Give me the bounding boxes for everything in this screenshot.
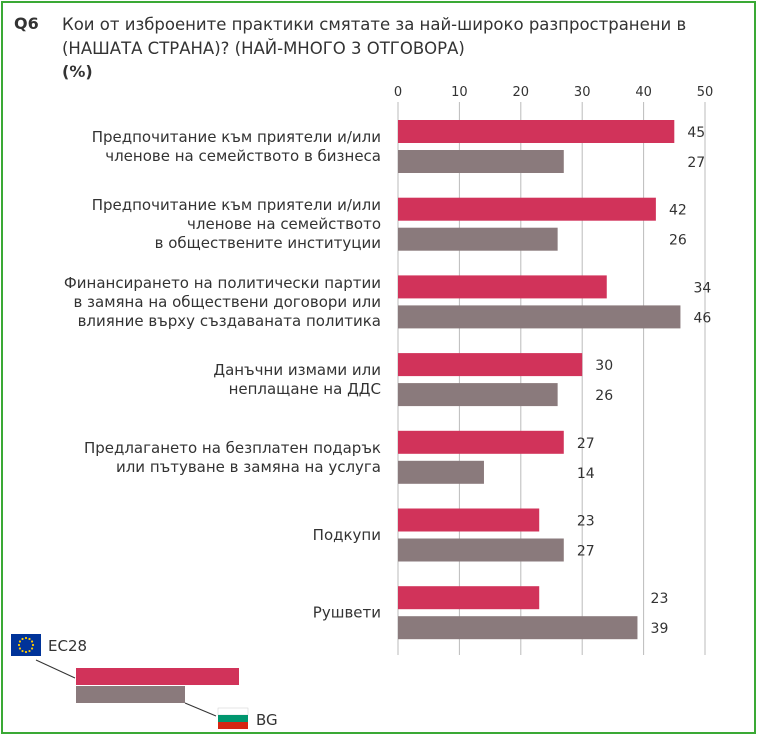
x-tick-label-10: 10	[451, 85, 468, 100]
bar-bg-4	[398, 460, 484, 484]
category-label-5-0: Подкупи	[313, 526, 381, 544]
bar-bg-1	[398, 227, 558, 251]
question-text: Кои от изброените практики смятате за на…	[62, 15, 687, 58]
category-label-6-0: Рушвети	[313, 604, 381, 622]
value-label-eu28-0: 45	[687, 125, 705, 141]
category-label-3-1: неплащане на ДДС	[229, 380, 381, 398]
value-label-eu28-4: 27	[577, 436, 595, 452]
bar-eu28-2	[398, 275, 607, 299]
category-label-1-1: членове на семейството	[187, 215, 381, 233]
x-tick-label-0: 0	[394, 85, 402, 100]
category-label-4-0: Предлагането на безплатен подарък	[84, 439, 381, 457]
value-label-bg-2: 46	[694, 310, 712, 326]
legend-connector-eu28	[35, 659, 76, 679]
category-label-2-2: влияние върху създаваната политика	[78, 312, 381, 330]
legend-swatch-eu28	[76, 668, 239, 685]
category-label-0-0: Предпочитание към приятели и/или	[92, 128, 381, 146]
eu-flag-star	[30, 647, 34, 650]
x-tick-label-50: 50	[697, 85, 714, 100]
value-label-eu28-5: 23	[577, 514, 595, 530]
eu-flag-star	[24, 636, 28, 640]
bar-bg-0	[398, 150, 564, 173]
eu-flag-star	[24, 650, 28, 654]
value-label-bg-3: 26	[595, 388, 613, 404]
value-label-eu28-1: 42	[669, 203, 687, 219]
bg-flag-green	[218, 715, 248, 722]
legend-swatch-bg	[76, 686, 185, 703]
eu-flag-star	[18, 647, 22, 650]
category-label-2-0: Финансирането на политически партии	[64, 274, 381, 292]
x-tick-label-20: 20	[513, 85, 530, 100]
bar-eu28-6	[398, 586, 540, 610]
bar-eu28-3	[398, 353, 583, 377]
value-label-bg-5: 27	[577, 544, 595, 560]
eu-flag-star	[31, 643, 35, 647]
bar-bg-2	[398, 305, 681, 329]
value-label-bg-0: 27	[687, 155, 705, 171]
value-label-bg-1: 26	[669, 233, 687, 249]
category-label-4-1: или пътуване в замяна на услуга	[116, 458, 381, 476]
legend-connector-bg	[184, 702, 217, 717]
question-number: Q6	[14, 14, 39, 33]
bar-bg-3	[398, 383, 558, 407]
eu-flag-star	[30, 640, 34, 643]
bar-bg-6	[398, 616, 638, 640]
x-tick-label-40: 40	[635, 85, 652, 100]
value-label-bg-4: 14	[577, 466, 595, 482]
category-label-3-0: Данъчни измами или	[213, 361, 381, 379]
value-label-eu28-3: 30	[595, 358, 613, 374]
category-label-1-0: Предпочитание към приятели и/или	[92, 196, 381, 214]
bar-eu28-1	[398, 197, 656, 221]
eu-flag-star	[17, 643, 21, 647]
eu-flag-star	[28, 637, 31, 641]
eu-flag-star	[18, 640, 22, 643]
category-label-0-1: членове на семейството в бизнеса	[105, 147, 381, 165]
eu-flag-star	[21, 637, 24, 641]
bg-flag-red	[218, 722, 248, 729]
bar-bg-5	[398, 538, 564, 562]
category-label-1-2: в обществените институции	[155, 234, 381, 252]
x-tick-label-30: 30	[574, 85, 591, 100]
eu-flag-star	[21, 649, 24, 653]
unit-label: (%)	[62, 62, 93, 81]
value-label-eu28-6: 23	[651, 591, 669, 607]
legend-label-bg: BG	[256, 711, 278, 729]
value-label-bg-6: 39	[651, 621, 669, 637]
eu-flag-star	[28, 649, 31, 653]
bg-flag-icon	[217, 707, 249, 716]
eu-flag-icon	[11, 634, 41, 656]
bar-eu28-0	[398, 120, 675, 143]
legend-label-eu28: ЕС28	[48, 637, 87, 655]
category-label-2-1: в замяна на обществени договори или	[73, 293, 381, 311]
value-label-eu28-2: 34	[694, 280, 712, 296]
bar-eu28-4	[398, 430, 564, 454]
bar-eu28-5	[398, 508, 540, 532]
